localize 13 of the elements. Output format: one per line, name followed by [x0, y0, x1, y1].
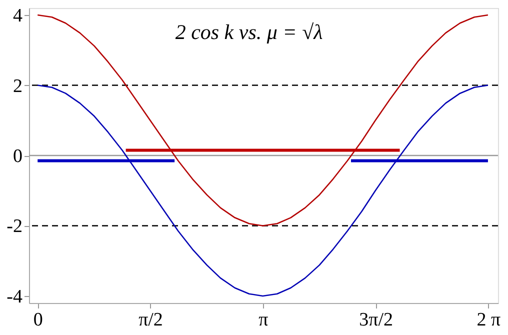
- line-series: [36, 14, 489, 226]
- x-tick-label: π/2: [138, 310, 163, 330]
- text: 2 cos k vs. μ = √λ: [175, 20, 323, 44]
- x-tick-label: 3π/2: [359, 310, 393, 330]
- x-tick-label: 0: [33, 310, 43, 330]
- y-tick-label: 4: [13, 6, 23, 27]
- y-tick-label: -2: [6, 216, 22, 238]
- x-tick-label: 2 π: [476, 310, 502, 330]
- y-tick-label: 0: [13, 146, 22, 167]
- y-tick-label: -4: [6, 286, 23, 308]
- line-series: [36, 84, 489, 297]
- y-tick-label: 2: [13, 76, 22, 97]
- x-tick-label: π: [258, 310, 269, 330]
